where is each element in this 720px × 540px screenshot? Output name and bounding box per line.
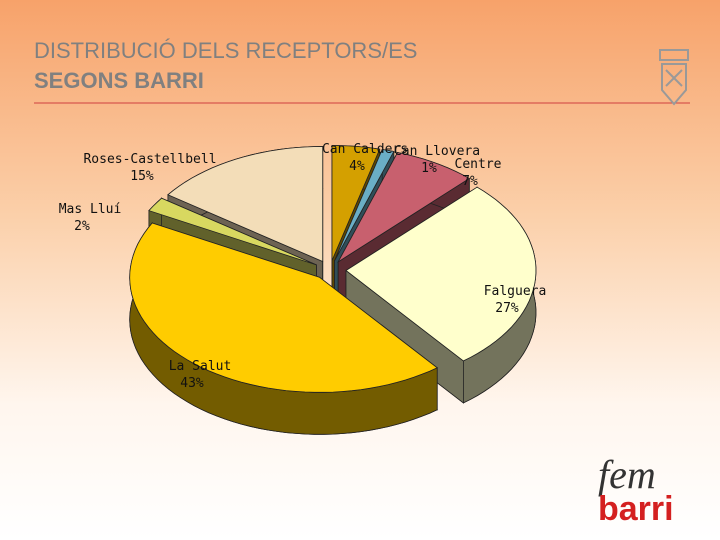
- value-label: 7%: [462, 174, 478, 189]
- slice-top: [129, 222, 438, 393]
- category-label: La Salut: [169, 359, 232, 374]
- slice-top: [148, 197, 317, 266]
- slice-top: [334, 149, 395, 261]
- category-label: Falguera: [484, 284, 547, 299]
- value-label: 27%: [495, 301, 519, 316]
- pie-slice: [129, 221, 438, 435]
- logo-text: barri: [598, 490, 674, 528]
- chart-title: DISTRIBUCIÓ DELS RECEPTORS/ES: [34, 38, 417, 63]
- slice-top: [345, 186, 537, 362]
- value-label: 2%: [74, 219, 90, 234]
- pie: [129, 145, 537, 435]
- slice-top: [167, 146, 324, 263]
- value-label: 15%: [130, 169, 154, 184]
- logo-text: fem: [598, 452, 656, 497]
- slice-top: [337, 152, 471, 263]
- slice-top: [331, 145, 381, 261]
- value-label: 43%: [180, 376, 204, 391]
- category-label: Roses-Castellbell: [83, 152, 216, 167]
- value-label: 4%: [349, 159, 365, 174]
- category-label: Centre: [455, 157, 502, 172]
- category-label: Mas Lluí: [59, 202, 122, 217]
- value-label: 1%: [421, 161, 437, 176]
- crest: [659, 49, 689, 106]
- labels: Can Calders 4% Can Llovera 1% Centre 7% Falgue…: [59, 142, 547, 391]
- category-label: Can Calders: [322, 142, 408, 157]
- chart-subtitle: SEGONS BARRI: [34, 68, 204, 93]
- category-label: Can Llovera: [394, 144, 480, 159]
